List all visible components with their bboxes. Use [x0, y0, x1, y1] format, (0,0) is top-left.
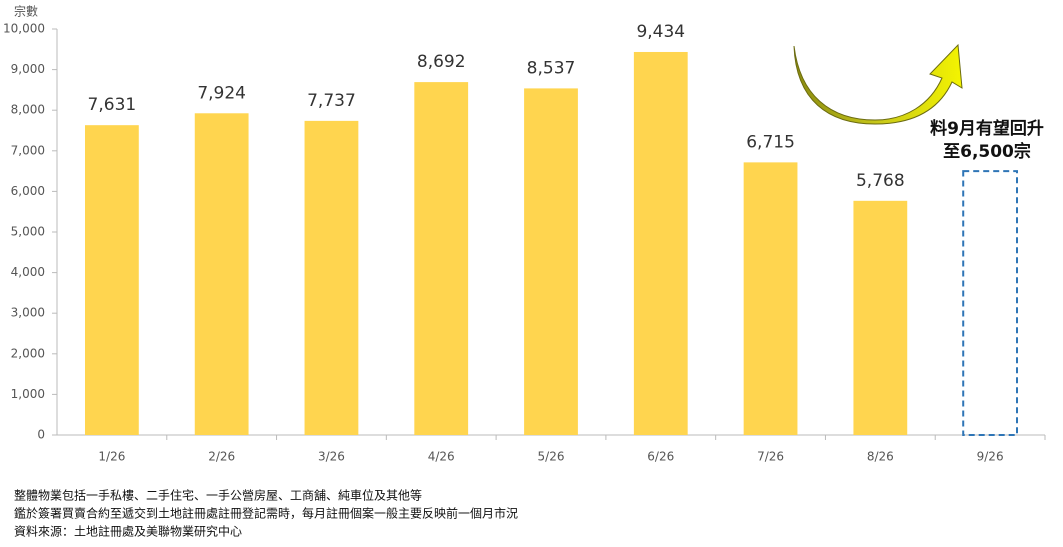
y-tick-label: 8,000	[11, 103, 45, 117]
trend-arrow	[793, 43, 963, 125]
y-tick-label: 0	[37, 428, 45, 442]
annotation: 料9月有望回升	[930, 118, 1044, 139]
x-tick-label: 7/26	[757, 450, 784, 464]
y-tick-label: 3,000	[11, 306, 45, 320]
y-tick-label: 2,000	[11, 346, 45, 360]
x-tick-label: 4/26	[428, 450, 455, 464]
y-axis-label: 宗數	[14, 4, 38, 19]
bar	[633, 51, 688, 435]
bar	[853, 200, 908, 435]
y-tick-label: 7,000	[11, 143, 45, 157]
x-tick-label: 8/26	[867, 450, 894, 464]
note: 整體物業包括一手私樓、二手住宅、一手公營房屋、工商舖、純車位及其他等	[14, 488, 422, 503]
y-tick-label: 9,000	[11, 62, 45, 76]
annotation: 至6,500宗	[943, 141, 1031, 162]
value-label: 5,768	[856, 171, 905, 191]
bar	[194, 113, 249, 436]
note: 鑑於簽署買賣合約至遞交到土地註冊處註冊登記需時，每月註冊個案一般主要反映前一個月…	[14, 506, 518, 521]
value-label: 7,924	[197, 83, 246, 103]
x-tick-label: 9/26	[977, 450, 1004, 464]
value-label: 7,737	[307, 91, 356, 111]
x-tick-label: 1/26	[98, 450, 125, 464]
x-tick-label: 3/26	[318, 450, 345, 464]
note: 資料來源：土地註冊處及美聯物業研究中心	[14, 524, 242, 539]
y-tick-label: 5,000	[11, 225, 45, 239]
bar	[84, 125, 139, 435]
value-label: 6,715	[746, 132, 795, 152]
x-tick-label: 6/26	[647, 450, 674, 464]
x-tick-label: 5/26	[538, 450, 565, 464]
y-tick-label: 10,000	[3, 22, 45, 36]
value-label: 8,692	[417, 52, 466, 72]
forecast-bar	[962, 170, 1019, 436]
y-tick-label: 6,000	[11, 184, 45, 198]
value-label: 8,537	[527, 58, 576, 78]
y-tick-label: 4,000	[11, 265, 45, 279]
x-tick-label: 2/26	[208, 450, 235, 464]
value-label: 7,631	[88, 95, 137, 115]
y-tick-label: 1,000	[11, 387, 45, 401]
bar	[743, 162, 798, 435]
bar	[414, 82, 469, 435]
value-label: 9,434	[636, 22, 685, 42]
bar	[524, 88, 578, 435]
bar	[304, 120, 359, 435]
